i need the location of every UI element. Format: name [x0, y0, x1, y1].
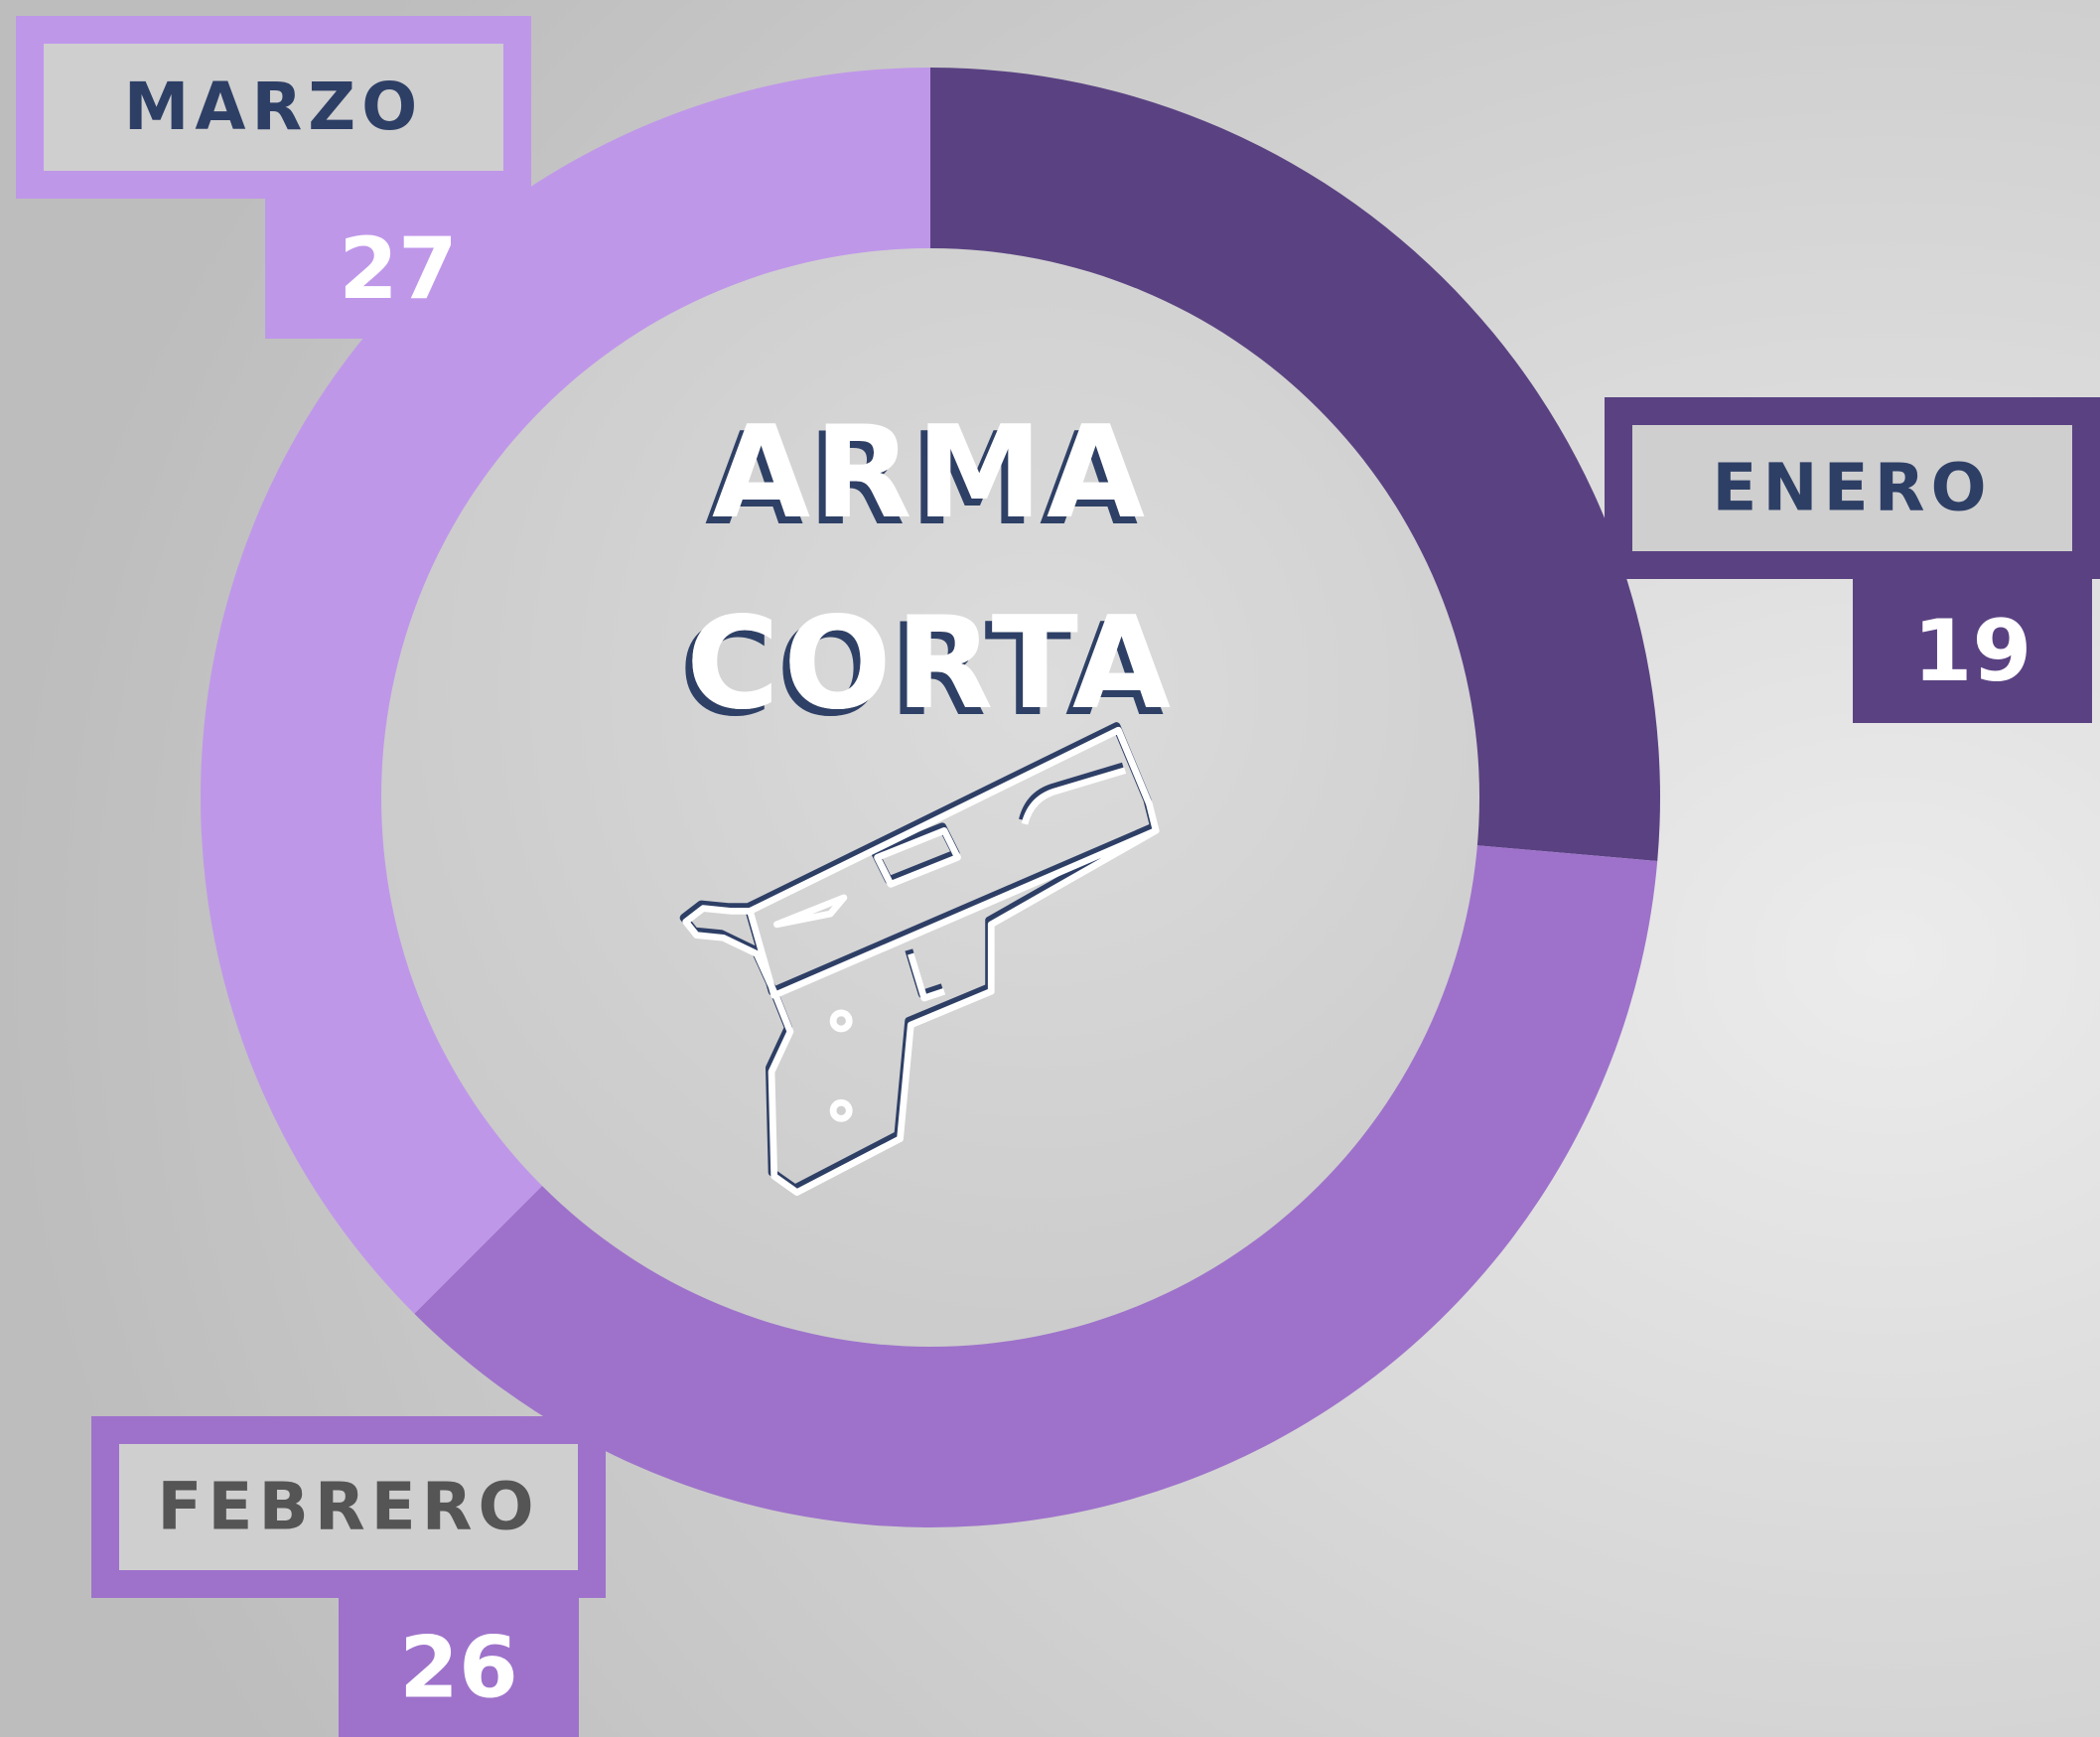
category-label: MARZO	[124, 69, 424, 145]
value-label: 27	[339, 219, 458, 319]
category-label: ENERO	[1712, 450, 1992, 526]
donut-hole	[381, 248, 1479, 1347]
chart-title: ARMA	[712, 399, 1149, 547]
chart-title: CORTA	[686, 590, 1175, 738]
value-box	[265, 199, 531, 339]
labels: ENERO 19 FEBRERO 26 MARZO 27	[16, 16, 2100, 1737]
category-label: FEBRERO	[157, 1469, 539, 1545]
value-label: 26	[399, 1618, 518, 1717]
value-label: 19	[1913, 602, 2032, 701]
label-box	[119, 1444, 578, 1570]
label-box	[1632, 425, 2072, 551]
value-box	[339, 1598, 579, 1737]
value-box	[1853, 579, 2092, 723]
label-box	[44, 44, 503, 171]
gun-icon	[686, 730, 1156, 1192]
